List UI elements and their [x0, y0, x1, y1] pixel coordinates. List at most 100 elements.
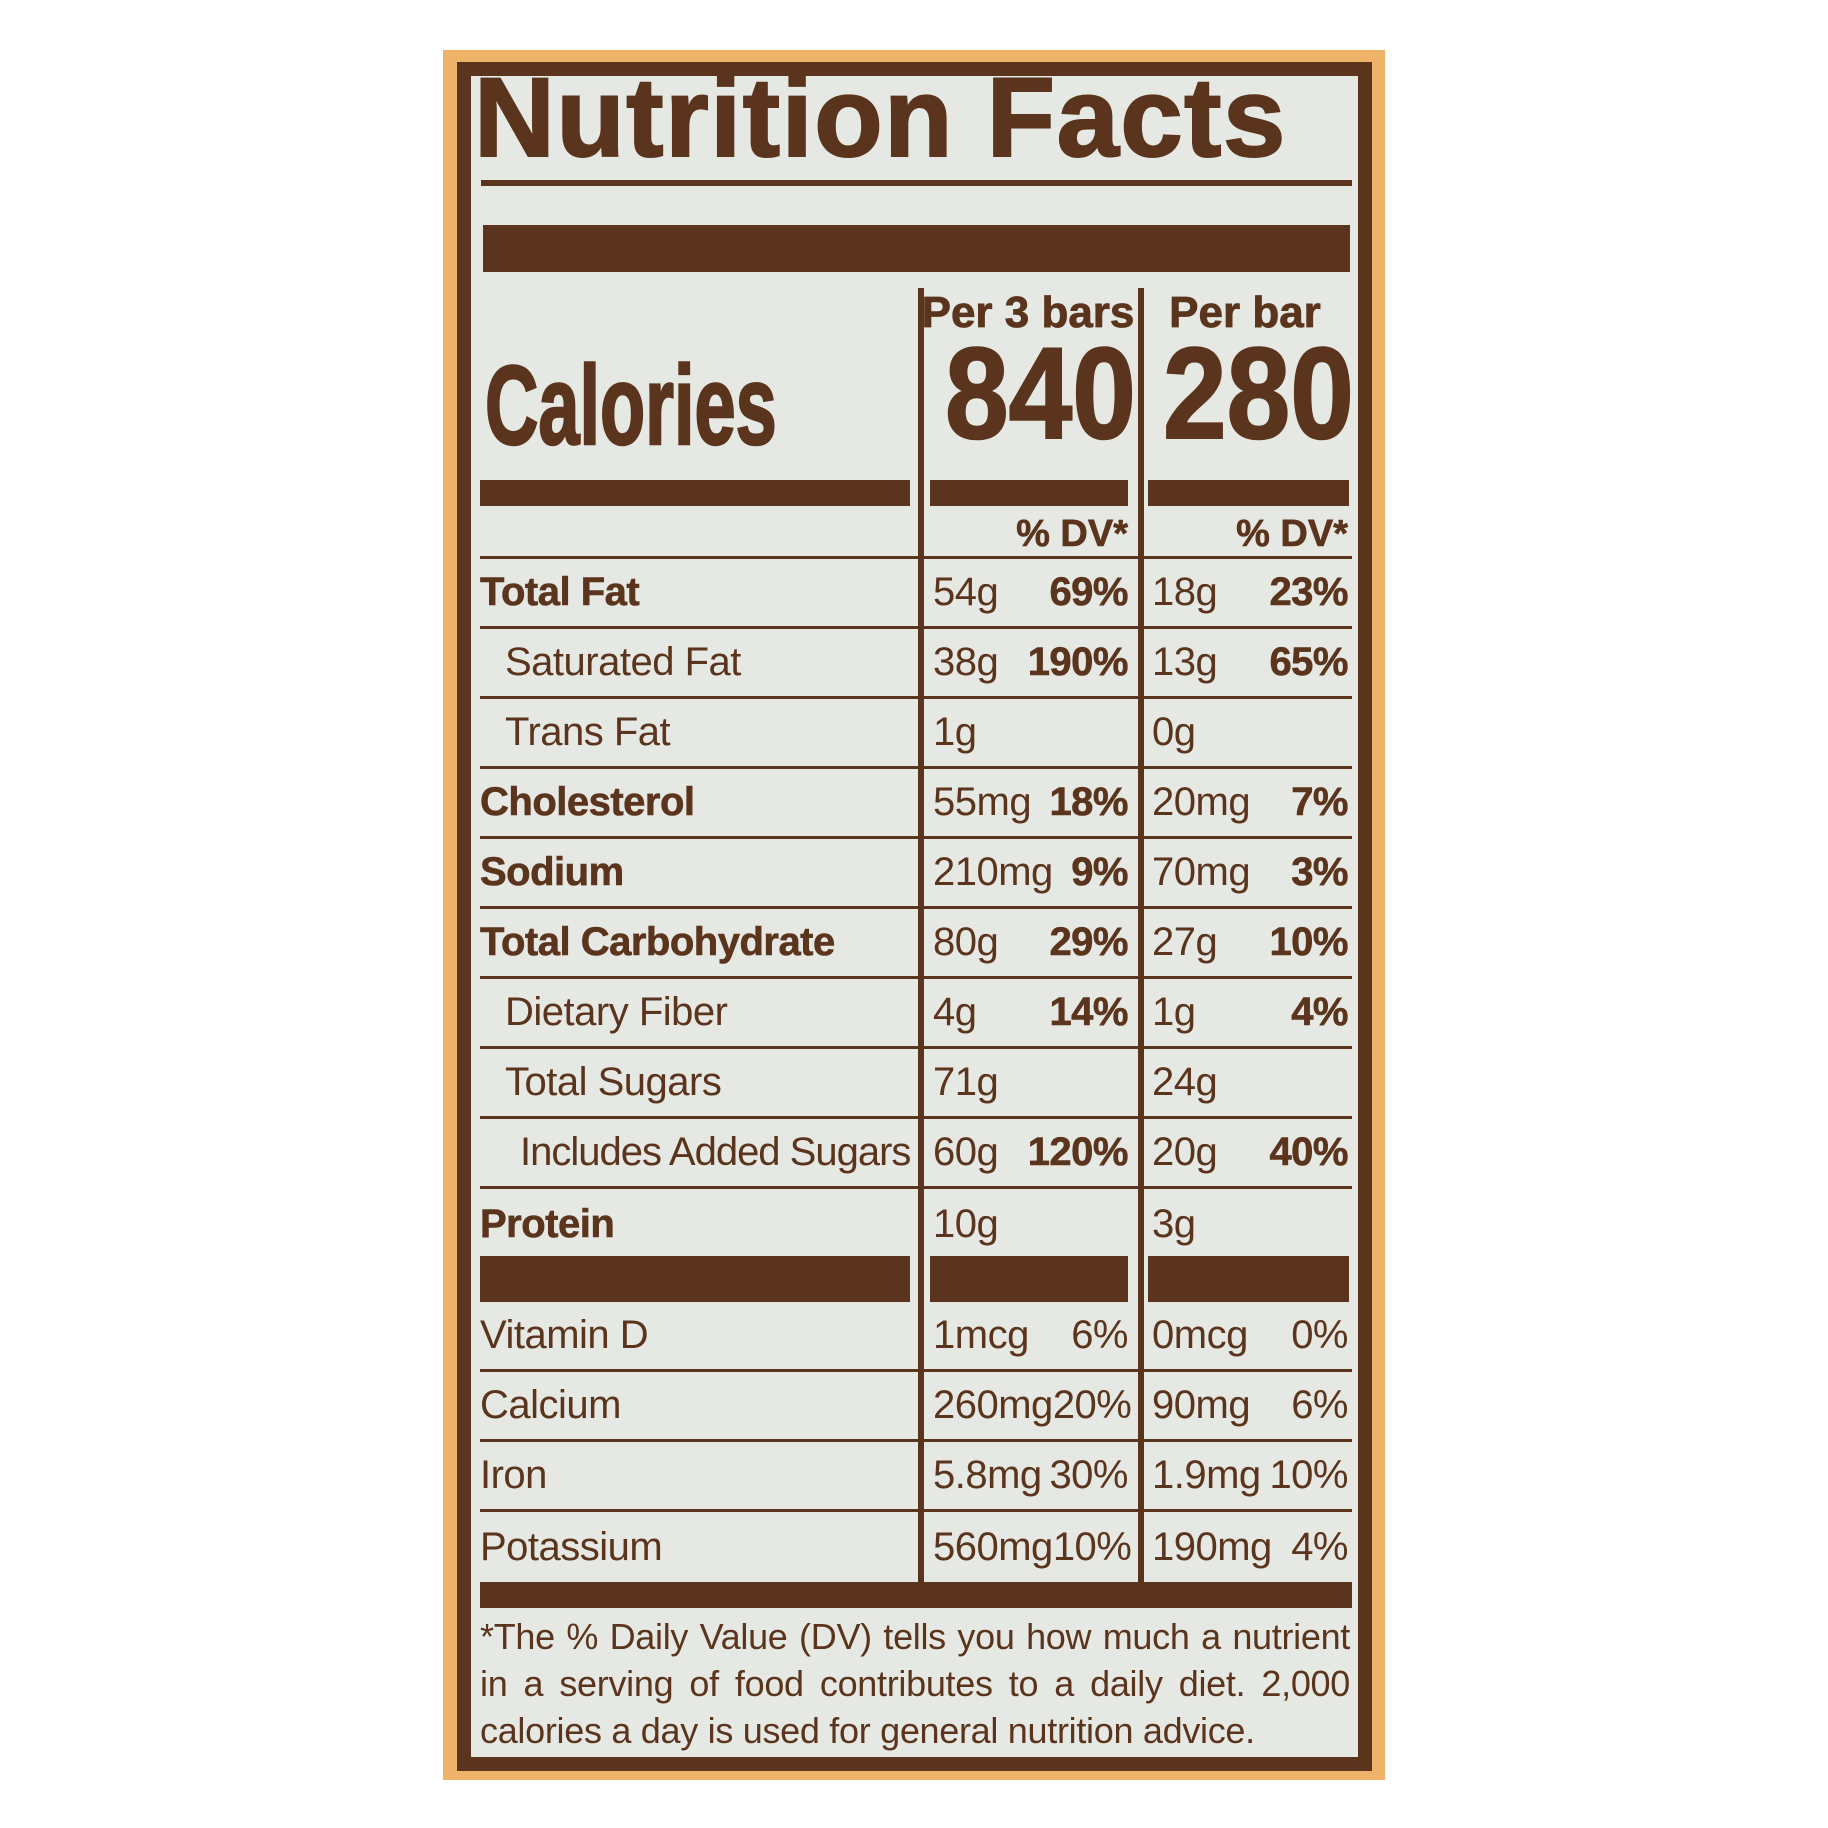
nutrient-name: Saturated Fat — [505, 640, 741, 684]
amount-per-bar: 70mg — [1152, 850, 1251, 894]
thick-divider-protein — [930, 1256, 1128, 1302]
nutrient-name: Vitamin D — [480, 1313, 649, 1357]
calories-per-3-bars: 840 — [944, 320, 1137, 466]
dv-per-3-bars: 69% — [1049, 570, 1129, 615]
thick-divider-calories — [1148, 480, 1349, 506]
vitamin-row-potassium: Potassium 560mg 10% 190mg 4% — [480, 1512, 1352, 1582]
vitamin-row-vitamin-d: Vitamin D 1mcg 6% 0mcg 0% — [480, 1302, 1352, 1372]
dv-per-3-bars: 30% — [1049, 1453, 1128, 1497]
thick-divider-calories — [930, 480, 1128, 506]
nutrient-row-total-sugars: Total Sugars 71g 24g — [480, 1049, 1352, 1119]
dv-per-3-bars: 18% — [1049, 780, 1129, 825]
dv-per-bar: 4% — [1291, 990, 1349, 1035]
nutrient-name: Trans Fat — [505, 710, 671, 754]
thick-divider-protein — [480, 1256, 910, 1302]
amount-per-bar: 18g — [1152, 570, 1218, 614]
amount-per-bar: 20mg — [1152, 780, 1251, 824]
nutrient-row-cholesterol: Cholesterol 55mg 18% 20mg 7% — [480, 769, 1352, 839]
amount-per-3-bars: 4g — [933, 990, 977, 1034]
nutrient-name: Total Sugars — [505, 1060, 722, 1104]
dv-per-3-bars: 10% — [1052, 1524, 1132, 1569]
amount-per-3-bars: 60g — [933, 1130, 999, 1174]
nutrient-row-sodium: Sodium 210mg 9% 70mg 3% — [480, 839, 1352, 909]
calories-per-bar: 280 — [1162, 320, 1355, 466]
nutrient-row-total-carbohydrate: Total Carbohydrate 80g 29% 27g 10% — [480, 909, 1352, 979]
dv-per-3-bars: 120% — [1027, 1130, 1128, 1175]
dv-per-bar: 0% — [1291, 1313, 1348, 1357]
nutrient-name: Dietary Fiber — [505, 990, 728, 1034]
nutrient-name: Total Fat — [480, 570, 640, 615]
amount-per-3-bars: 80g — [933, 920, 999, 964]
amount-per-3-bars: 210mg — [933, 850, 1053, 894]
vitamin-row-iron: Iron 5.8mg 30% 1.9mg 10% — [480, 1442, 1352, 1512]
column-divider-line — [1138, 288, 1144, 1582]
amount-per-bar: 0mcg — [1152, 1313, 1248, 1357]
amount-per-bar: 27g — [1152, 920, 1218, 964]
thick-divider-protein — [1148, 1256, 1349, 1302]
amount-per-bar: 3g — [1152, 1201, 1196, 1246]
amount-per-bar: 0g — [1152, 710, 1196, 754]
calories-label: Calories — [484, 343, 777, 468]
dv-per-bar: 65% — [1269, 640, 1349, 685]
amount-per-3-bars: 260mg — [933, 1383, 1053, 1427]
nutrient-name: Calcium — [480, 1383, 621, 1427]
nutrient-name: Protein — [480, 1201, 615, 1246]
nutrient-name: Sodium — [480, 850, 625, 895]
amount-per-bar: 1g — [1152, 990, 1196, 1034]
dv-per-bar: 23% — [1269, 570, 1349, 615]
nutrient-row-dietary-fiber: Dietary Fiber 4g 14% 1g 4% — [480, 979, 1352, 1049]
percent-dv-header-col1: % DV* — [1016, 513, 1129, 556]
column-header-per-bar: Per bar — [1169, 288, 1321, 338]
nutrient-row-trans-fat: Trans Fat 1g 0g — [480, 699, 1352, 769]
dv-per-3-bars: 6% — [1071, 1313, 1128, 1357]
nutrition-facts-panel: Nutrition Facts Per 3 bars Per bar Calor… — [457, 55, 1372, 1771]
thick-divider-calories — [480, 480, 910, 506]
amount-per-3-bars: 54g — [933, 570, 999, 614]
tan-border-panel: Nutrition Facts Per 3 bars Per bar Calor… — [443, 50, 1385, 1780]
amount-per-bar: 190mg — [1152, 1524, 1272, 1569]
amount-per-3-bars: 1mcg — [933, 1313, 1029, 1357]
thick-divider-bottom — [480, 1582, 1352, 1608]
amount-per-3-bars: 10g — [933, 1201, 999, 1246]
amount-per-3-bars: 560mg — [933, 1524, 1053, 1569]
column-divider-line — [918, 288, 924, 1582]
amount-per-3-bars: 5.8mg — [933, 1453, 1042, 1497]
thick-divider-top — [483, 225, 1350, 272]
amount-per-bar: 13g — [1152, 640, 1218, 684]
dv-per-bar: 6% — [1291, 1383, 1348, 1427]
vitamin-table: Vitamin D 1mcg 6% 0mcg 0% Calcium 260mg 20%… — [480, 1302, 1352, 1582]
dv-per-bar: 3% — [1291, 850, 1349, 895]
dv-per-3-bars: 190% — [1027, 640, 1128, 685]
dv-per-bar: 10% — [1269, 920, 1349, 965]
nutrient-name: Potassium — [480, 1524, 663, 1569]
nutrient-row-protein: Protein 10g 3g — [480, 1189, 1352, 1259]
amount-per-bar: 24g — [1152, 1060, 1218, 1104]
nutrient-row-total-fat: Total Fat 54g 69% 18g 23% — [480, 559, 1352, 629]
dv-per-bar: 10% — [1269, 1453, 1348, 1497]
dv-per-3-bars: 14% — [1049, 990, 1129, 1035]
dv-per-3-bars: 20% — [1052, 1383, 1132, 1427]
dv-per-bar: 4% — [1291, 1524, 1348, 1569]
panel-title: Nutrition Facts — [473, 55, 1287, 180]
nutrient-name: Total Carbohydrate — [480, 920, 836, 965]
column-header-per-3-bars: Per 3 bars — [921, 288, 1135, 338]
amount-per-bar: 90mg — [1152, 1383, 1251, 1427]
dv-per-bar: 40% — [1269, 1130, 1349, 1175]
amount-per-3-bars: 38g — [933, 640, 999, 684]
title-underline — [481, 180, 1352, 186]
dv-per-3-bars: 9% — [1071, 850, 1129, 895]
nutrient-name: Includes Added Sugars — [520, 1130, 911, 1174]
dv-per-bar: 7% — [1291, 780, 1349, 825]
percent-dv-header-col2: % DV* — [1236, 513, 1349, 556]
amount-per-3-bars: 1g — [933, 710, 977, 754]
nutrient-table: Total Fat 54g 69% 18g 23% Saturated Fat 38… — [480, 556, 1352, 1259]
amount-per-bar: 1.9mg — [1152, 1453, 1261, 1497]
nutrient-row-saturated-fat: Saturated Fat 38g 190% 13g 65% — [480, 629, 1352, 699]
amount-per-bar: 20g — [1152, 1130, 1218, 1174]
nutrient-name: Iron — [480, 1453, 547, 1497]
nutrient-name: Cholesterol — [480, 780, 696, 825]
vitamin-row-calcium: Calcium 260mg 20% 90mg 6% — [480, 1372, 1352, 1442]
amount-per-3-bars: 71g — [933, 1060, 999, 1104]
nutrient-row-added-sugars: Includes Added Sugars 60g 120% 20g 40% — [480, 1119, 1352, 1189]
